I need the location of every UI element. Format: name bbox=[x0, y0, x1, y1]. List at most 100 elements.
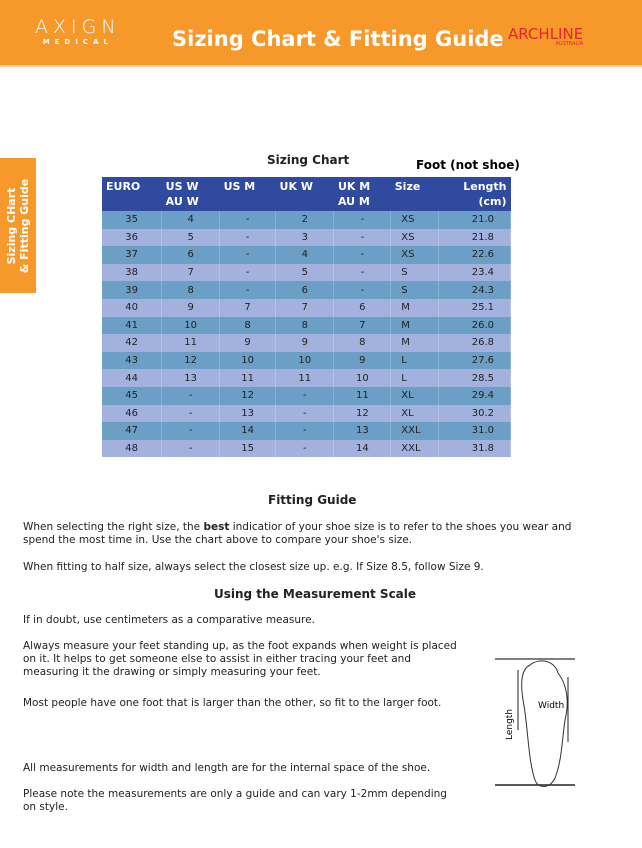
table-cell: 8 bbox=[333, 334, 392, 352]
column-header: US M bbox=[219, 177, 276, 211]
table-cell: M bbox=[390, 298, 439, 317]
table-cell: 10 bbox=[219, 351, 277, 370]
table-cell: 7 bbox=[219, 298, 277, 317]
table-cell: S bbox=[390, 263, 439, 282]
measure-p1: If in doubt, use centimeters as a compar… bbox=[23, 614, 315, 626]
table-cell: 12 bbox=[161, 351, 221, 370]
table-cell: XS bbox=[390, 211, 439, 229]
table-cell: 38 bbox=[102, 263, 163, 282]
table-cell: 26.0 bbox=[438, 316, 512, 335]
measure-p3: Most people have one foot that is larger… bbox=[23, 697, 442, 709]
table-cell: 36 bbox=[102, 228, 163, 247]
table-cell: 10 bbox=[161, 316, 221, 335]
table-cell: 11 bbox=[275, 369, 335, 387]
measure-p4: All measurements for width and length ar… bbox=[23, 762, 431, 774]
table-cell: 40 bbox=[102, 298, 163, 317]
fitting-p1: When selecting the right size, the best … bbox=[23, 521, 598, 547]
table-row: 37 6-4- XS 22.6 bbox=[102, 246, 512, 264]
table-cell: - bbox=[219, 281, 277, 299]
text-bold: best bbox=[203, 521, 230, 533]
table-cell: 21.8 bbox=[438, 228, 512, 247]
table-row: 46-13-12 XL 30.2 bbox=[102, 404, 512, 423]
table-cell: 42 bbox=[102, 334, 163, 352]
table-row: 40 9 7 7 6 M 25.1 bbox=[102, 298, 512, 317]
table-cell: 10 bbox=[333, 369, 392, 387]
logo-sub: MEDICAL bbox=[42, 38, 113, 46]
chart-note: Foot (not shoe) bbox=[416, 158, 520, 172]
table-cell: XXL bbox=[390, 422, 439, 440]
axign-logo: AXIGN MEDICAL bbox=[35, 16, 121, 46]
table-cell: 24.3 bbox=[438, 281, 512, 299]
table-row: 39 8-6- S 24.3 bbox=[102, 281, 512, 299]
measure-title: Using the Measurement Scale bbox=[214, 587, 417, 601]
table-cell: - bbox=[219, 263, 277, 282]
table-cell: 6 bbox=[275, 281, 335, 299]
table-cell: 25.1 bbox=[438, 298, 512, 317]
table-row: 45-12-11 XL 29.4 bbox=[102, 386, 512, 405]
table-cell: 45 bbox=[102, 386, 163, 405]
measure-p2: Always measure your feet standing up, as… bbox=[23, 640, 457, 678]
table-cell: 39 bbox=[102, 281, 163, 299]
page-title: Sizing Chart & Fitting Guide bbox=[172, 27, 504, 51]
table-cell: 43 bbox=[102, 351, 163, 370]
table-cell: 31.8 bbox=[438, 439, 512, 458]
table-cell: - bbox=[333, 281, 392, 299]
foot-diagram: Width Length bbox=[495, 658, 575, 787]
table-cell: - bbox=[161, 404, 221, 423]
measure-p5: Please note the measurements are only a … bbox=[23, 788, 447, 813]
table-cell: 12 bbox=[219, 386, 277, 405]
logo-text: AXIGN bbox=[35, 16, 121, 38]
table-cell: - bbox=[275, 386, 335, 405]
table-row: 42 11 9 9 8 M 26.8 bbox=[102, 334, 512, 352]
table-cell: 8 bbox=[219, 316, 277, 335]
table-cell: XS bbox=[390, 228, 439, 247]
table-cell: 8 bbox=[161, 281, 221, 299]
table-cell: 4 bbox=[161, 211, 221, 229]
table-cell: XS bbox=[390, 246, 439, 264]
table-row: 44 13 11 11 10 L 28.5 bbox=[102, 369, 512, 387]
table-cell: 44 bbox=[102, 369, 163, 387]
table-cell: 2 bbox=[275, 211, 335, 229]
table-cell: 29.4 bbox=[438, 386, 512, 405]
table-cell: 6 bbox=[333, 298, 392, 317]
archline-logo: ARCHLINE AUSTRALIA bbox=[508, 25, 583, 47]
table-cell: - bbox=[333, 211, 392, 229]
table-cell: 4 bbox=[275, 246, 335, 264]
table-cell: 26.8 bbox=[438, 334, 512, 352]
fitting-title: Fitting Guide bbox=[268, 493, 357, 507]
table-cell: 28.5 bbox=[438, 369, 512, 387]
table-cell: - bbox=[219, 246, 277, 264]
table-cell: - bbox=[333, 246, 392, 264]
table-cell: 30.2 bbox=[438, 404, 512, 423]
table-cell: L bbox=[390, 351, 439, 370]
table-row: 35 4-2- XS 21.0 bbox=[102, 211, 512, 229]
table-cell: 11 bbox=[333, 386, 392, 405]
table-row: 48-15-14 XXL 31.8 bbox=[102, 439, 512, 458]
table-cell: 3 bbox=[275, 228, 335, 247]
table-cell: 14 bbox=[219, 422, 277, 440]
table-cell: - bbox=[161, 386, 221, 405]
column-header: US W AU W bbox=[161, 177, 220, 211]
table-cell: 9 bbox=[275, 334, 335, 352]
table-cell: 13 bbox=[333, 422, 392, 440]
table-cell: - bbox=[219, 228, 277, 247]
column-header: Length (cm) bbox=[438, 177, 511, 211]
table-cell: - bbox=[275, 422, 335, 440]
table-cell: XL bbox=[390, 386, 439, 405]
column-header: UK M AU M bbox=[333, 177, 391, 211]
text: indicatior of your shoe size is to refer… bbox=[23, 521, 572, 546]
partner-sub: AUSTRALIA bbox=[555, 41, 584, 47]
table-cell: 8 bbox=[275, 316, 335, 335]
table-cell: 23.4 bbox=[438, 263, 512, 282]
table-cell: 11 bbox=[161, 334, 221, 352]
table-cell: M bbox=[390, 316, 439, 335]
table-cell: 9 bbox=[333, 351, 392, 370]
table-cell: 27.6 bbox=[438, 351, 512, 370]
table-row: 43 12 10 10 9 L 27.6 bbox=[102, 351, 512, 370]
table-cell: 11 bbox=[219, 369, 277, 387]
table-cell: - bbox=[333, 263, 392, 282]
text: When selecting the right size, the bbox=[23, 521, 204, 533]
header-bar bbox=[0, 0, 642, 65]
column-header: Size bbox=[390, 177, 439, 211]
table-cell: 7 bbox=[333, 316, 392, 335]
